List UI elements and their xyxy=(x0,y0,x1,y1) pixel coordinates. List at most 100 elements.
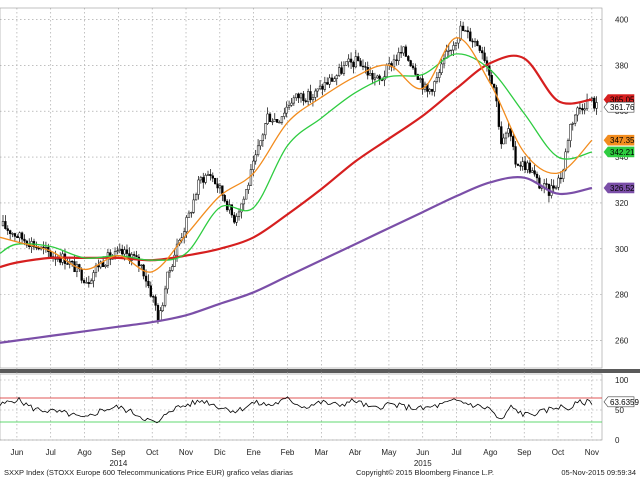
candle-body xyxy=(447,49,450,52)
candle-body xyxy=(326,82,329,85)
candle-body xyxy=(230,204,234,216)
value-tag-label: 326.52 xyxy=(610,184,635,193)
x-tick-label: Sep xyxy=(111,448,126,457)
candle-body xyxy=(435,77,439,82)
candle-body xyxy=(273,119,276,122)
value-tag-label: 347.35 xyxy=(610,136,635,145)
value-tag: 347.35 xyxy=(603,134,635,146)
candle-body xyxy=(66,263,69,265)
oscillator-line xyxy=(0,396,593,424)
candle-body xyxy=(347,58,350,63)
candle-body xyxy=(392,59,396,68)
candle-body xyxy=(535,173,539,179)
candle-body xyxy=(137,256,141,266)
candle-body xyxy=(299,93,303,99)
candle-body xyxy=(452,45,455,51)
candle-body xyxy=(216,183,219,189)
candle-body xyxy=(245,189,248,200)
candle-body xyxy=(497,100,501,127)
candle-body xyxy=(337,67,341,76)
candle-body xyxy=(309,91,312,101)
candle-body xyxy=(328,77,331,85)
candle-body xyxy=(302,93,305,101)
candle-body xyxy=(357,56,360,62)
candle-body xyxy=(125,249,129,254)
candle-body xyxy=(104,264,107,268)
candle-body xyxy=(404,46,408,57)
candle-body xyxy=(433,81,436,92)
y-tick-label: 320 xyxy=(615,199,629,208)
candle-body xyxy=(321,85,324,90)
candle-body xyxy=(90,280,93,284)
candle-body xyxy=(204,175,207,183)
candle-body xyxy=(469,31,472,42)
x-tick-label: Ago xyxy=(77,448,92,457)
candle-body xyxy=(531,170,534,173)
candle-body xyxy=(18,232,21,239)
series-layer xyxy=(0,37,593,344)
candle-body xyxy=(264,123,267,136)
candle-body xyxy=(304,100,307,102)
candle-body xyxy=(552,185,555,189)
candle-body xyxy=(80,268,83,281)
candle-body xyxy=(16,236,19,239)
candle-body xyxy=(152,296,155,298)
x-tick-label: Ene xyxy=(247,448,262,457)
candle-body xyxy=(271,121,274,123)
candle-body xyxy=(149,285,152,297)
candle-body xyxy=(97,265,100,268)
candle-body xyxy=(44,247,48,249)
candle-body xyxy=(287,105,291,108)
x-tick-label: Nov xyxy=(585,448,599,457)
value-tag: 326.52 xyxy=(603,182,635,194)
candle-body xyxy=(419,78,422,80)
candle-body xyxy=(314,90,317,98)
candle-body xyxy=(399,52,403,54)
candle-body xyxy=(261,134,265,141)
oscillator-tick-label: 100 xyxy=(615,376,629,385)
candle-body xyxy=(318,85,322,90)
y-tick-label: 280 xyxy=(615,291,629,300)
x-tick-label: Feb xyxy=(281,448,295,457)
candle-body xyxy=(247,184,250,190)
value-tag-label: 365.05 xyxy=(610,96,635,105)
value-tag-box xyxy=(603,101,635,113)
candle-body xyxy=(333,78,336,82)
value-tag-label: 63.6359 xyxy=(610,398,639,407)
candle-body xyxy=(454,42,458,46)
x-tick-label: Oct xyxy=(552,448,565,457)
candle-body xyxy=(70,261,74,263)
candle-body xyxy=(211,175,214,179)
candle-body xyxy=(450,49,453,52)
candle-body xyxy=(385,64,388,77)
candle-body xyxy=(476,41,479,47)
candle-body xyxy=(364,66,367,68)
candle-body xyxy=(576,107,579,116)
value-tag-box xyxy=(603,182,635,194)
candle-body xyxy=(135,255,138,258)
x-tick-label: Sep xyxy=(517,448,532,457)
year-label: 2014 xyxy=(109,459,127,468)
candle-body xyxy=(464,30,467,32)
candle-body xyxy=(512,136,515,147)
candle-body xyxy=(185,217,188,232)
candle-body xyxy=(373,77,377,80)
candle-body xyxy=(290,102,293,106)
candle-body xyxy=(352,62,355,68)
value-tag: 361.76 xyxy=(603,101,635,113)
candle-body xyxy=(500,126,503,145)
candle-body xyxy=(471,40,474,43)
candle-body xyxy=(488,65,491,76)
candle-body xyxy=(202,177,205,183)
candle-body xyxy=(49,251,52,257)
candle-body xyxy=(116,250,119,252)
panel-separator xyxy=(0,369,640,373)
candle-body xyxy=(569,124,572,141)
x-tick-label: Jun xyxy=(10,448,23,457)
value-tag: 63.6359 xyxy=(603,396,639,408)
y-tick-label: 340 xyxy=(615,153,629,162)
candle-body xyxy=(6,228,9,231)
candle-body xyxy=(295,93,298,99)
candle-body xyxy=(9,230,12,235)
candle-body xyxy=(259,140,262,147)
